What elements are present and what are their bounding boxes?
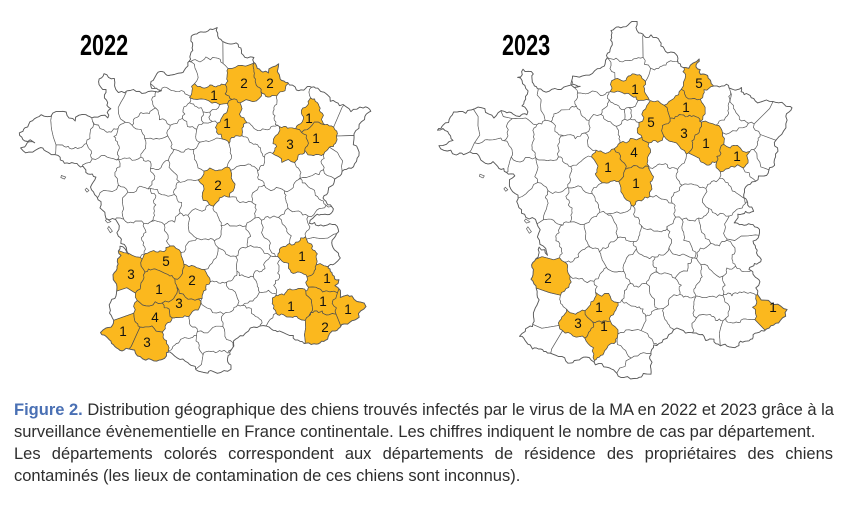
svg-text:3: 3 bbox=[175, 296, 183, 311]
svg-text:1: 1 bbox=[319, 294, 327, 309]
svg-text:1: 1 bbox=[298, 249, 306, 264]
svg-text:1: 1 bbox=[155, 282, 163, 297]
svg-text:5: 5 bbox=[695, 76, 703, 91]
svg-text:1: 1 bbox=[604, 160, 612, 175]
svg-text:3: 3 bbox=[286, 137, 294, 152]
svg-text:1: 1 bbox=[682, 100, 690, 115]
svg-text:2: 2 bbox=[321, 320, 329, 335]
svg-text:2: 2 bbox=[214, 178, 222, 193]
svg-text:1: 1 bbox=[600, 319, 608, 334]
svg-text:1: 1 bbox=[287, 299, 295, 314]
svg-text:1: 1 bbox=[733, 149, 741, 164]
svg-text:1: 1 bbox=[702, 136, 710, 151]
svg-text:1: 1 bbox=[595, 300, 603, 315]
svg-text:4: 4 bbox=[151, 310, 159, 325]
svg-text:1: 1 bbox=[769, 300, 777, 315]
svg-text:2: 2 bbox=[544, 271, 552, 286]
svg-text:5: 5 bbox=[647, 115, 655, 130]
svg-text:1: 1 bbox=[632, 176, 640, 191]
svg-text:2: 2 bbox=[188, 273, 196, 288]
svg-text:1: 1 bbox=[312, 131, 320, 146]
svg-text:2: 2 bbox=[240, 76, 248, 91]
svg-text:1: 1 bbox=[344, 302, 352, 317]
svg-text:3: 3 bbox=[143, 335, 151, 350]
svg-text:4: 4 bbox=[630, 145, 638, 160]
svg-text:3: 3 bbox=[680, 126, 688, 141]
svg-text:1: 1 bbox=[223, 116, 231, 131]
svg-text:1: 1 bbox=[210, 88, 218, 103]
svg-text:1: 1 bbox=[631, 82, 639, 97]
svg-text:3: 3 bbox=[127, 267, 135, 282]
svg-text:1: 1 bbox=[305, 111, 313, 126]
svg-text:5: 5 bbox=[162, 254, 170, 269]
svg-text:3: 3 bbox=[574, 316, 582, 331]
svg-text:2: 2 bbox=[266, 76, 274, 91]
svg-text:1: 1 bbox=[323, 271, 331, 286]
svg-text:1: 1 bbox=[119, 324, 127, 339]
